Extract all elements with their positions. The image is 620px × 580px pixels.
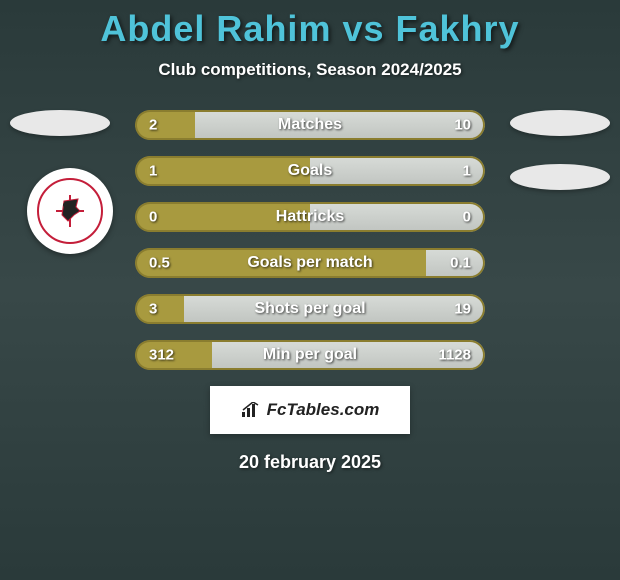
left-ellipse-1 xyxy=(10,110,110,136)
stat-label: Shots per goal xyxy=(254,300,365,318)
stat-right-value: 0.1 xyxy=(450,255,471,272)
stat-left-value: 0.5 xyxy=(149,255,170,272)
right-ellipse-2 xyxy=(510,164,610,190)
stat-right-value: 1128 xyxy=(438,347,471,364)
stat-bar-left xyxy=(135,294,184,324)
stat-left-value: 3 xyxy=(149,301,157,318)
stat-bar-left xyxy=(135,156,310,186)
stat-right-value: 19 xyxy=(454,301,471,318)
right-player-badges xyxy=(510,110,610,218)
stat-label: Matches xyxy=(278,116,342,134)
stat-label: Goals per match xyxy=(247,254,372,272)
source-attribution: FcTables.com xyxy=(210,386,410,434)
stat-left-value: 312 xyxy=(149,347,174,364)
stat-label: Goals xyxy=(288,162,332,180)
stat-left-value: 1 xyxy=(149,163,157,180)
comparison-subtitle: Club competitions, Season 2024/2025 xyxy=(0,60,620,80)
stat-label: Hattricks xyxy=(276,208,344,226)
stat-right-value: 1 xyxy=(463,163,471,180)
stat-row: 1 Goals 1 xyxy=(135,156,485,186)
stat-row: 312 Min per goal 1128 xyxy=(135,340,485,370)
left-player-badges xyxy=(10,110,110,164)
stat-left-value: 2 xyxy=(149,117,157,134)
comparison-date: 20 february 2025 xyxy=(0,452,620,473)
zamalek-logo-icon xyxy=(36,177,104,245)
content-area: 2Matches101Goals10Hattricks00.5Goals per… xyxy=(0,110,620,473)
stat-left-value: 0 xyxy=(149,209,157,226)
comparison-title: Abdel Rahim vs Fakhry xyxy=(0,0,620,50)
stat-row: 0.5 Goals per match 0.1 xyxy=(135,248,485,278)
stat-right-value: 0 xyxy=(463,209,471,226)
stat-row: 0 Hattricks 0 xyxy=(135,202,485,232)
stat-label: Min per goal xyxy=(263,346,357,364)
right-ellipse-1 xyxy=(510,110,610,136)
stat-row: 3 Shots per goal 19 xyxy=(135,294,485,324)
stat-right-value: 10 xyxy=(454,117,471,134)
chart-icon xyxy=(241,402,261,418)
stat-row: 2 Matches 10 xyxy=(135,110,485,140)
stat-bar-right xyxy=(310,156,485,186)
source-label: FcTables.com xyxy=(267,400,380,420)
stats-bars: 2Matches101Goals10Hattricks00.5Goals per… xyxy=(135,110,485,370)
stat-bar-left xyxy=(135,110,195,140)
team-logo xyxy=(27,168,113,254)
